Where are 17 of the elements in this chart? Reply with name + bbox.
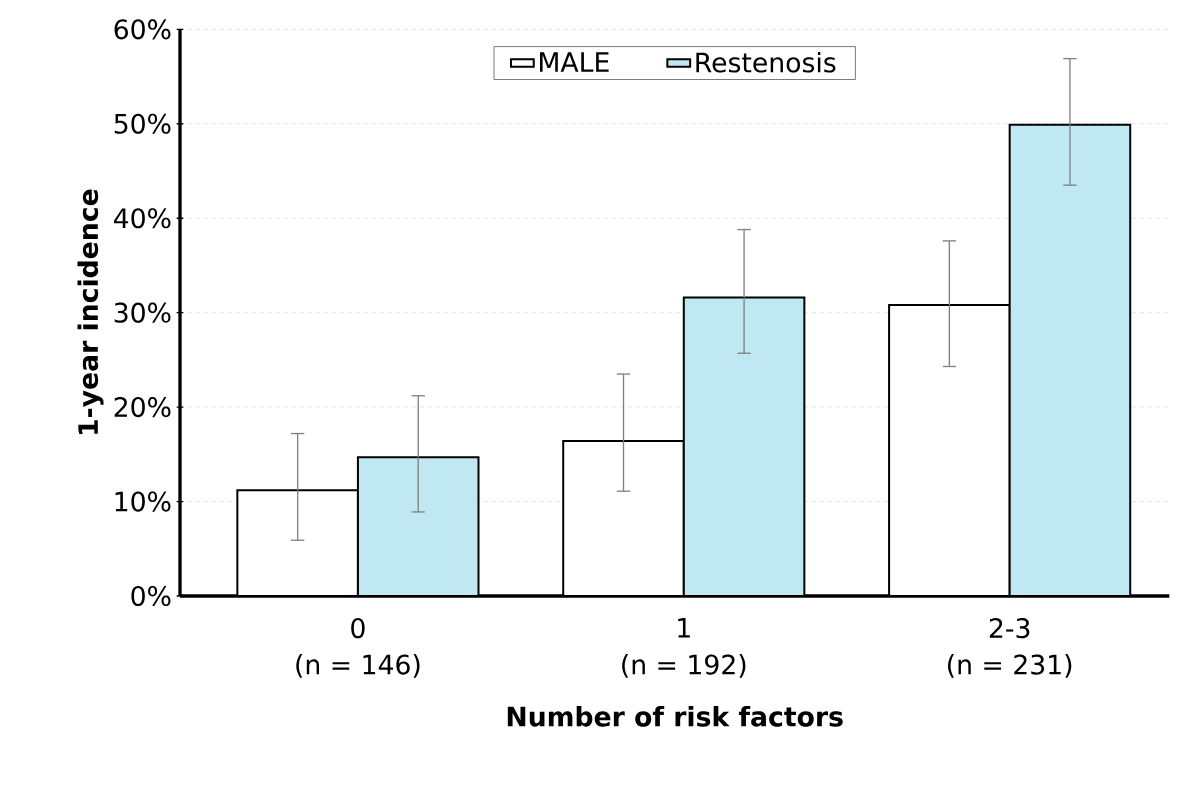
y-tick-label: 10% (115, 491, 171, 512)
text: (n = 192) (622, 654, 746, 678)
y-tick-label: 50% (114, 113, 171, 135)
text: (n = 146) (296, 654, 420, 678)
x-axis-title: Number of risk factors (507, 706, 843, 727)
y-tick-label: 0% (131, 586, 171, 607)
y-axis-title: 1-year incidence (77, 189, 104, 435)
x-tick-label: 1 (678, 618, 690, 638)
legend-label: Restenosis (696, 52, 836, 73)
text: (n = 231) (948, 654, 1072, 678)
x-tick-label: 2-3 (989, 618, 1030, 639)
y-tick-label: 20% (114, 397, 171, 418)
x-tick-label: 0 (351, 618, 365, 639)
legend-label: MALE (540, 52, 609, 72)
y-tick-label: 30% (114, 302, 171, 323)
y-tick-label: 60% (114, 19, 171, 40)
y-tick-label: 40% (113, 208, 171, 229)
